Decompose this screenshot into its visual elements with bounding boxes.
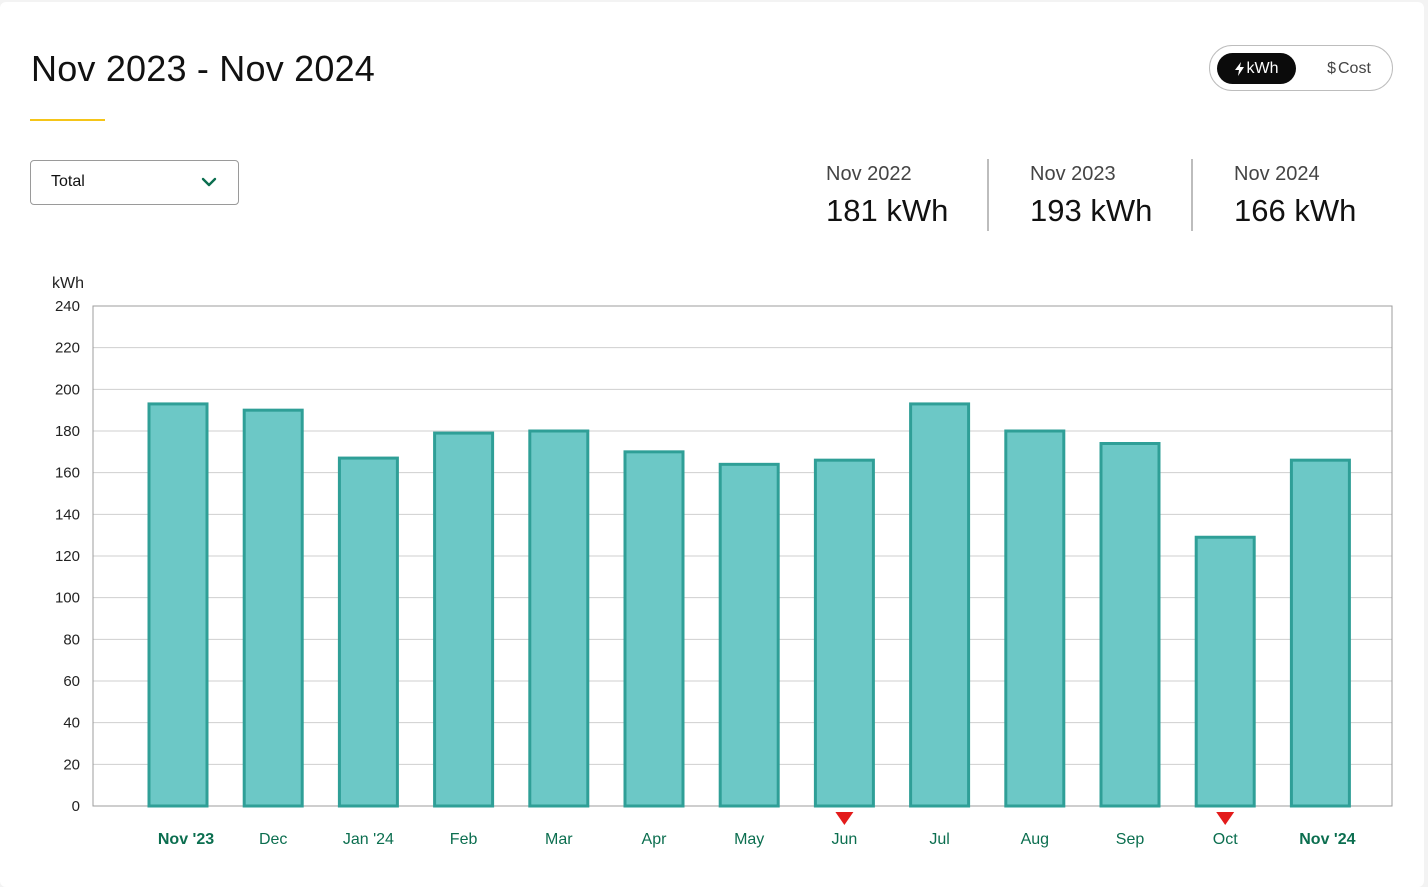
- bar-dec: [242, 408, 304, 808]
- bar-sep: [1099, 442, 1161, 808]
- dollar-icon: $: [1327, 59, 1336, 77]
- y-tick-label: 140: [55, 506, 80, 523]
- x-tick-label: Oct: [1213, 831, 1238, 848]
- bar-feb: [433, 431, 495, 808]
- comparison-value: 193 kWh: [1030, 193, 1153, 228]
- bar-nov-23: [147, 402, 209, 808]
- x-tick-label: Mar: [545, 831, 573, 848]
- y-tick-label: 120: [55, 548, 80, 565]
- y-tick-label: 20: [63, 756, 80, 773]
- usage-type-value: Total: [51, 173, 85, 190]
- x-tick-label: Jul: [929, 831, 949, 848]
- comparison-label: Nov 2023: [1030, 163, 1116, 185]
- y-axis-label: kWh: [52, 275, 84, 292]
- comparison-nov-2024: Nov 2024 166 kWh: [1234, 162, 1356, 231]
- cost-label: Cost: [1338, 59, 1371, 77]
- bar-jun: [813, 458, 875, 808]
- x-tick-label: Feb: [450, 831, 478, 848]
- y-tick-label: 180: [55, 423, 80, 440]
- x-tick-label: Nov '24: [1299, 831, 1355, 848]
- y-tick-label: 240: [55, 298, 80, 315]
- comparison-nov-2023: Nov 2023 193 kWh: [1030, 162, 1152, 231]
- y-tick-label: 0: [72, 798, 80, 815]
- bar-mar: [528, 429, 590, 808]
- bar-may: [718, 462, 780, 808]
- x-tick-label: Nov '23: [158, 831, 214, 848]
- marker-down-icon: [1216, 812, 1235, 825]
- kwh-toggle-button[interactable]: kWh: [1217, 53, 1296, 84]
- bar-jul: [909, 402, 971, 808]
- unit-toggle: kWh $ Cost: [1209, 45, 1393, 91]
- y-tick-label: 200: [55, 381, 80, 398]
- x-tick-label: Aug: [1021, 831, 1049, 848]
- x-tick-label: Sep: [1116, 831, 1145, 848]
- usage-type-select[interactable]: Total: [30, 160, 239, 205]
- y-tick-label: 80: [63, 631, 80, 648]
- comparison-label: Nov 2024: [1234, 163, 1320, 185]
- y-tick-label: 40: [63, 715, 80, 732]
- y-tick-label: 160: [55, 465, 80, 482]
- comparison-value: 166 kWh: [1234, 193, 1357, 228]
- bar-nov-24: [1289, 458, 1351, 808]
- x-tick-label: Jun: [832, 831, 858, 848]
- comparison-nov-2022: Nov 2022 181 kWh: [826, 162, 948, 231]
- stat-divider: [1191, 159, 1193, 231]
- x-tick-label: Apr: [642, 831, 668, 848]
- chevron-down-icon: [201, 177, 217, 187]
- comparison-value: 181 kWh: [826, 193, 949, 228]
- title-underline: [30, 119, 105, 121]
- comparison-label: Nov 2022: [826, 163, 912, 185]
- bar-apr: [623, 450, 685, 808]
- marker-down-icon: [835, 812, 854, 825]
- stat-divider: [987, 159, 989, 231]
- kwh-label: kWh: [1246, 59, 1279, 77]
- x-tick-label: May: [734, 831, 764, 848]
- bar-aug: [1004, 429, 1066, 808]
- cost-toggle-button[interactable]: $ Cost: [1313, 53, 1385, 84]
- page-title: Nov 2023 - Nov 2024: [31, 48, 376, 89]
- lightning-bolt-icon: [1234, 61, 1244, 76]
- x-tick-label: Jan '24: [343, 831, 394, 848]
- y-tick-label: 100: [55, 590, 80, 607]
- bar-oct: [1194, 535, 1256, 808]
- bar-jan-24: [337, 456, 399, 808]
- usage-bar-chart: kWh 0 20 40 60 80 100 120 140 160 180 200 220 240 Nov …: [52, 275, 1393, 848]
- x-tick-label: Dec: [259, 831, 287, 848]
- y-tick-label: 60: [63, 673, 80, 690]
- y-tick-label: 220: [55, 340, 80, 357]
